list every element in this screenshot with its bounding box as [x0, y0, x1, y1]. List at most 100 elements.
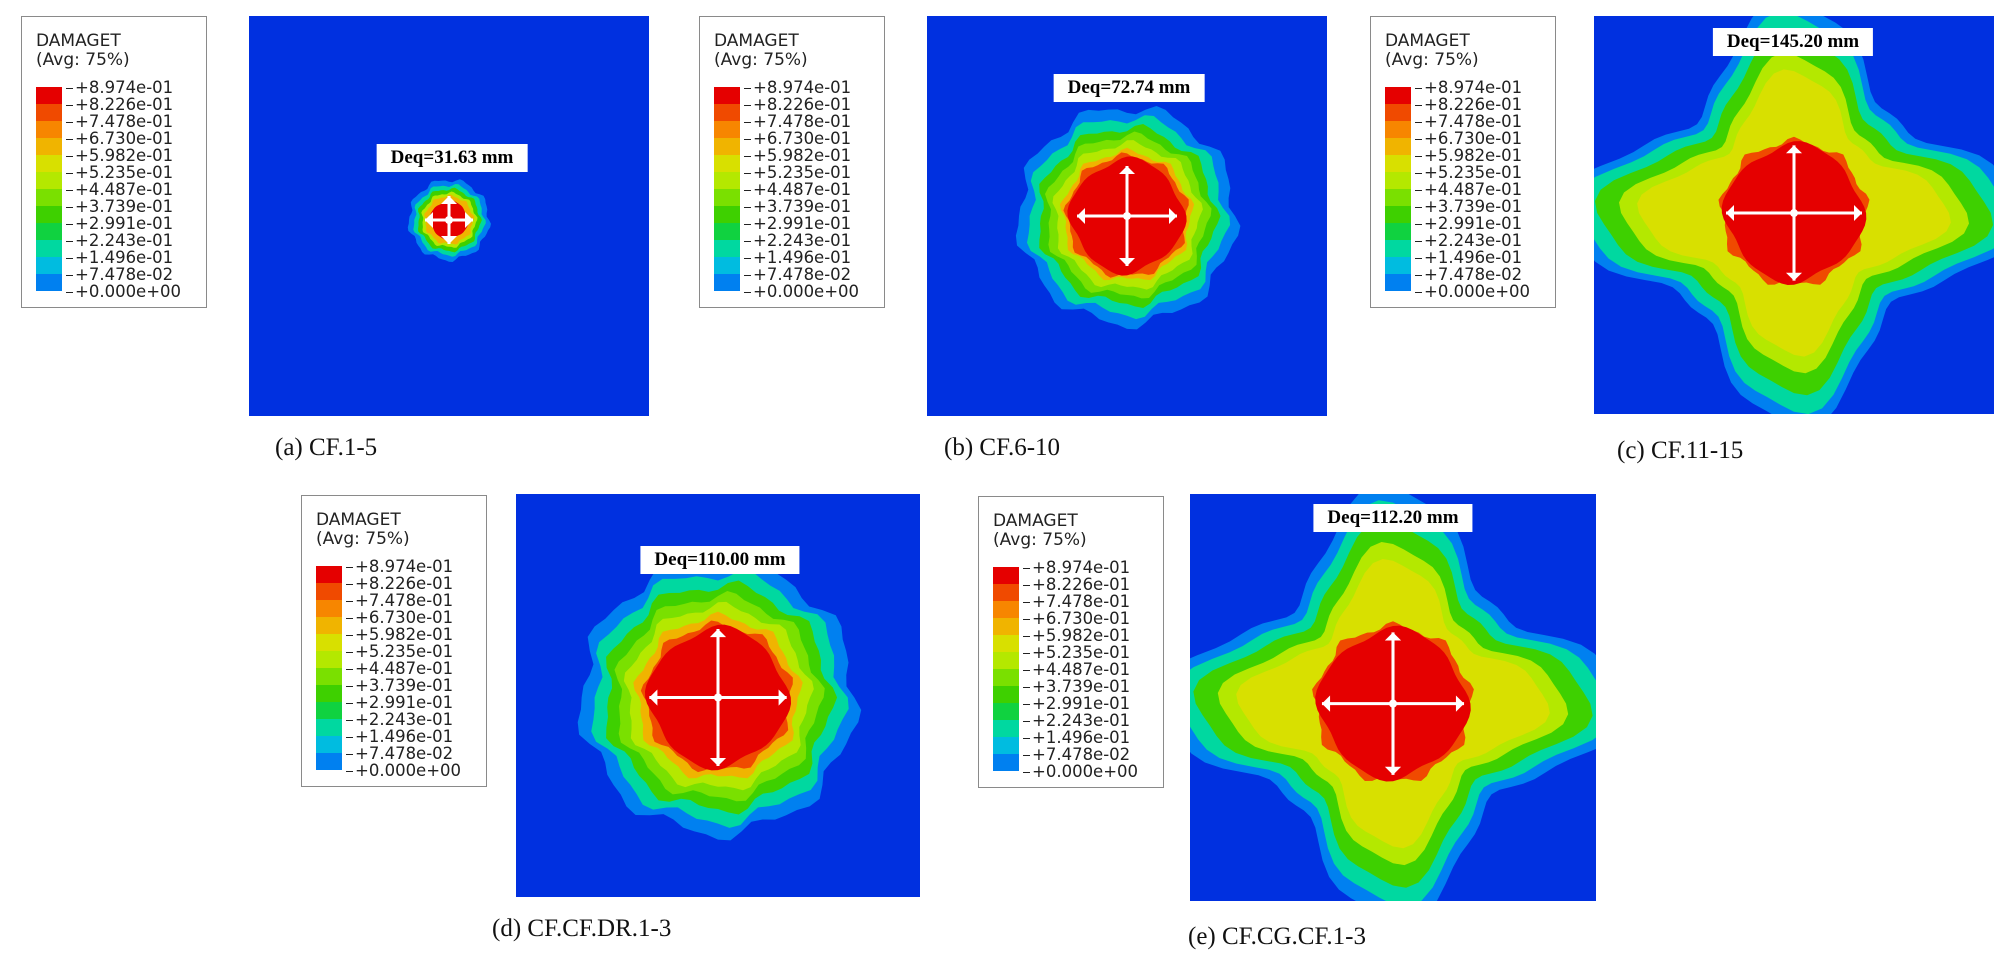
legend-swatch — [714, 223, 740, 240]
damage-legend: DAMAGET (Avg: 75%) +8.974e-01 +8.226e-01 +… — [21, 16, 207, 308]
legend-color-bar — [1385, 87, 1411, 291]
legend-title: DAMAGET — [714, 31, 799, 51]
legend-swatch — [993, 686, 1019, 703]
legend-subtitle: (Avg: 75%) — [36, 50, 130, 70]
legend-swatch — [714, 206, 740, 223]
legend-title: DAMAGET — [36, 31, 121, 51]
legend-label: +5.982e-01 — [66, 147, 173, 164]
legend-swatch — [714, 189, 740, 206]
deq-label: Deq=31.63 mm — [376, 144, 528, 172]
legend-label: +2.991e-01 — [1023, 695, 1130, 712]
legend-label: +8.974e-01 — [346, 558, 453, 575]
legend-swatch — [993, 601, 1019, 618]
legend-swatch — [36, 274, 62, 291]
legend-title: DAMAGET — [993, 511, 1078, 531]
legend-label: +1.496e-01 — [1415, 249, 1522, 266]
legend-label: +5.982e-01 — [1023, 627, 1130, 644]
legend-title: DAMAGET — [1385, 31, 1470, 51]
legend-label: +0.000e+00 — [346, 762, 461, 779]
damage-contour — [1594, 16, 1994, 414]
legend-swatch — [714, 155, 740, 172]
legend-swatch — [1385, 189, 1411, 206]
legend-swatch — [993, 652, 1019, 669]
legend-subtitle: (Avg: 75%) — [1385, 50, 1479, 70]
legend-label: +8.974e-01 — [744, 79, 851, 96]
legend-label: +4.487e-01 — [346, 660, 453, 677]
legend-swatch — [36, 240, 62, 257]
legend-swatch — [714, 274, 740, 291]
legend-swatch — [36, 104, 62, 121]
legend-label: +8.226e-01 — [1023, 576, 1130, 593]
legend-swatch — [1385, 257, 1411, 274]
legend-label: +8.226e-01 — [1415, 96, 1522, 113]
legend-swatch — [36, 172, 62, 189]
legend-color-bar — [993, 567, 1019, 771]
legend-label: +1.496e-01 — [744, 249, 851, 266]
damage-legend: DAMAGET (Avg: 75%) +8.974e-01 +8.226e-01 +… — [978, 496, 1164, 788]
legend-swatch — [1385, 206, 1411, 223]
legend-label: +2.991e-01 — [744, 215, 851, 232]
legend-label: +2.991e-01 — [66, 215, 173, 232]
legend-label: +7.478e-01 — [744, 113, 851, 130]
legend-label: +7.478e-01 — [1415, 113, 1522, 130]
panel-caption: (d) CF.CF.DR.1-3 — [492, 915, 672, 942]
damage-contour — [927, 16, 1327, 416]
legend-label: +3.739e-01 — [66, 198, 173, 215]
legend-label: +5.235e-01 — [346, 643, 453, 660]
legend-label: +7.478e-02 — [1415, 266, 1522, 283]
legend-swatch — [714, 104, 740, 121]
legend-label: +0.000e+00 — [66, 283, 181, 300]
legend-color-bar — [714, 87, 740, 291]
legend-color-bar — [36, 87, 62, 291]
legend-swatch — [36, 138, 62, 155]
legend-swatch — [993, 584, 1019, 601]
legend-label: +8.226e-01 — [346, 575, 453, 592]
legend-label: +8.974e-01 — [1415, 79, 1522, 96]
legend-label: +8.226e-01 — [66, 96, 173, 113]
deq-label: Deq=145.20 mm — [1712, 28, 1874, 56]
legend-swatch — [36, 257, 62, 274]
legend-label: +4.487e-01 — [66, 181, 173, 198]
damage-contour — [516, 494, 920, 897]
legend-title: DAMAGET — [316, 510, 401, 530]
legend-swatch — [316, 668, 342, 685]
legend-label: +1.496e-01 — [66, 249, 173, 266]
damage-contour — [249, 16, 649, 416]
legend-label: +7.478e-02 — [744, 266, 851, 283]
legend-color-bar — [316, 566, 342, 770]
legend-label: +0.000e+00 — [1023, 763, 1138, 780]
legend-label: +7.478e-01 — [346, 592, 453, 609]
legend-swatch — [993, 754, 1019, 771]
deq-label: Deq=72.74 mm — [1053, 74, 1205, 102]
legend-swatch — [36, 87, 62, 104]
legend-label: +2.243e-01 — [744, 232, 851, 249]
legend-swatch — [714, 172, 740, 189]
legend-label: +0.000e+00 — [744, 283, 859, 300]
legend-swatch — [316, 583, 342, 600]
legend-label: +4.487e-01 — [744, 181, 851, 198]
legend-swatch — [993, 635, 1019, 652]
legend-swatch — [993, 703, 1019, 720]
panel-caption: (b) CF.6-10 — [944, 434, 1061, 461]
legend-label: +5.982e-01 — [744, 147, 851, 164]
legend-swatch — [993, 737, 1019, 754]
legend-swatch — [1385, 87, 1411, 104]
legend-label: +2.991e-01 — [1415, 215, 1522, 232]
legend-label: +5.235e-01 — [744, 164, 851, 181]
legend-swatch — [316, 634, 342, 651]
legend-label: +7.478e-02 — [66, 266, 173, 283]
legend-swatch — [1385, 240, 1411, 257]
legend-label: +3.739e-01 — [1023, 678, 1130, 695]
damage-legend: DAMAGET (Avg: 75%) +8.974e-01 +8.226e-01 +… — [699, 16, 885, 308]
legend-subtitle: (Avg: 75%) — [714, 50, 808, 70]
legend-swatch — [993, 567, 1019, 584]
legend-label: +8.974e-01 — [66, 79, 173, 96]
damage-contour — [1190, 494, 1596, 901]
legend-swatch — [1385, 223, 1411, 240]
legend-label: +5.982e-01 — [1415, 147, 1522, 164]
panel-caption: (a) CF.1-5 — [275, 434, 378, 461]
legend-swatch — [316, 719, 342, 736]
legend-label: +8.226e-01 — [744, 96, 851, 113]
legend-swatch — [36, 155, 62, 172]
deq-label: Deq=112.20 mm — [1313, 504, 1473, 532]
